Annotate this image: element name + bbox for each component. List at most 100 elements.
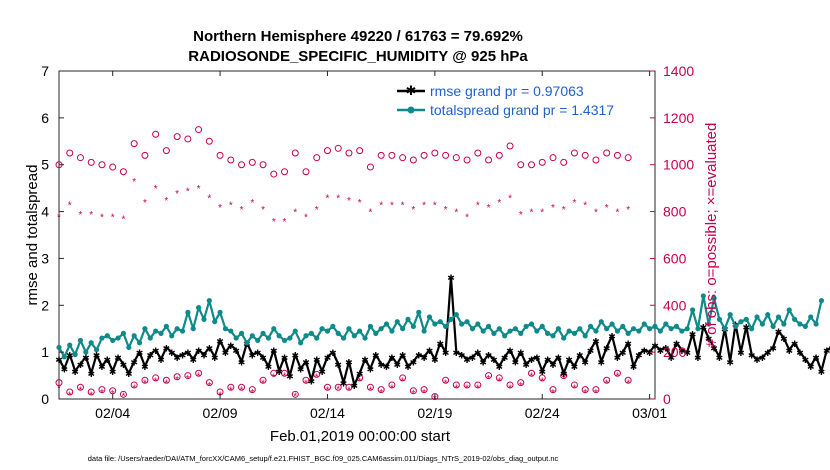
- totalspread-point: [496, 326, 502, 332]
- right-y-axis-label: # of obs: o=possible; ×=evaluated: [703, 123, 720, 348]
- rmse-point: ✱: [356, 369, 364, 379]
- rmse-point: ✱: [275, 367, 283, 377]
- right-tick-label: 1400: [663, 63, 694, 79]
- rmse-point: ✱: [700, 322, 708, 332]
- totalspread-point: [781, 321, 787, 327]
- obs-evaluated-point: *: [315, 373, 319, 384]
- totalspread-point: [550, 333, 556, 339]
- rmse-point: ✱: [673, 339, 681, 349]
- rmse-point: ✱: [211, 353, 219, 363]
- obs-evaluated-point: *: [143, 198, 147, 209]
- rmse-point: ✱: [640, 346, 648, 356]
- rmse-point: ✱: [571, 362, 579, 372]
- totalspread-point: [72, 351, 78, 358]
- obs-possible-point: [485, 156, 493, 164]
- totalspread-point: [652, 323, 658, 329]
- rmse-point: ✱: [592, 336, 600, 346]
- obs-possible-point: [624, 376, 632, 384]
- obs-evaluated-point: *: [497, 376, 501, 387]
- obs-possible-point: [474, 381, 482, 389]
- obs-evaluated-point: *: [336, 384, 340, 395]
- obs-possible-point: [399, 154, 407, 162]
- obs-possible-point: [442, 376, 450, 384]
- rmse-point: ✱: [775, 327, 783, 337]
- totalspread-point: [689, 307, 696, 313]
- obs-possible-point: [517, 161, 525, 169]
- rmse-point: ✱: [120, 360, 128, 370]
- obs-evaluated-point: *: [154, 376, 158, 387]
- obs-possible-point: [517, 379, 525, 387]
- obs-possible-point: [152, 374, 160, 382]
- obs-evaluated-point: *: [411, 389, 415, 400]
- rmse-point: ✱: [410, 358, 418, 368]
- rmse-point: ✱: [87, 369, 95, 379]
- obs-possible-point: [162, 147, 170, 155]
- totalspread-point: [265, 335, 272, 341]
- obs-evaluated-point: *: [583, 201, 587, 212]
- obs-evaluated-point: *: [358, 376, 362, 387]
- x-tick-label: 02/04: [95, 405, 130, 421]
- rmse-point: ✱: [614, 353, 622, 363]
- rmse-point: ✱: [351, 381, 359, 391]
- obs-evaluated-point: *: [111, 212, 115, 223]
- obs-evaluated-point: *: [229, 386, 233, 397]
- obs-possible-point: [334, 383, 342, 391]
- totalspread-point: [276, 333, 282, 339]
- rmse-point: ✱: [598, 358, 606, 368]
- totalspread-point: [163, 323, 169, 329]
- rmse-point: ✱: [179, 350, 187, 360]
- rmse-point: ✱: [249, 350, 257, 360]
- obs-evaluated-point: *: [250, 198, 254, 209]
- rmse-point: ✱: [828, 343, 830, 353]
- rmse-point: ✱: [538, 367, 546, 377]
- rmse-point: ✱: [136, 348, 144, 358]
- obs-possible-point: [603, 149, 611, 157]
- totalspread-point: [335, 330, 341, 336]
- totalspread-point: [77, 337, 84, 344]
- obs-evaluated-point: *: [164, 379, 168, 390]
- rmse-point: ✱: [453, 348, 461, 358]
- rmse-point: ✱: [345, 358, 353, 368]
- obs-possible-point: [76, 154, 84, 162]
- obs-possible-point: [366, 383, 374, 391]
- totalspread-point: [604, 326, 610, 332]
- obs-evaluated-point: *: [465, 212, 469, 223]
- obs-possible-point: [302, 168, 310, 176]
- totalspread-point: [179, 328, 186, 334]
- obs-possible-point: [538, 374, 546, 382]
- obs-possible-point: [431, 149, 439, 157]
- rmse-point: ✱: [479, 358, 487, 368]
- obs-possible-point: [442, 151, 450, 159]
- rmse-point: ✱: [603, 343, 611, 353]
- obs-possible-point: [291, 390, 299, 398]
- totalspread-point: [620, 323, 626, 329]
- rmse-point: ✱: [55, 355, 63, 365]
- rmse-point: ✱: [388, 353, 396, 363]
- obs-possible-point: [506, 381, 514, 389]
- rmse-point: ✱: [737, 348, 745, 358]
- obs-evaluated-point: *: [121, 215, 125, 226]
- totalspread-point: [534, 328, 540, 334]
- rmse-point: ✱: [200, 350, 208, 360]
- obs-evaluated-point: *: [551, 388, 555, 399]
- rmse-point: ✱: [764, 348, 772, 358]
- totalspread-point: [469, 326, 476, 332]
- right-tick-label: 800: [663, 204, 687, 220]
- obs-evaluated-point: *: [626, 379, 630, 390]
- totalspread-point: [647, 326, 653, 332]
- rmse-point: ✱: [195, 346, 203, 356]
- totalspread-point: [249, 333, 255, 339]
- totalspread-point: [110, 337, 116, 344]
- rmse-point: ✱: [651, 341, 659, 351]
- left-y-axis-ticks: 0 1 2 3 4 5 6 7: [41, 63, 64, 407]
- rmse-point: ✱: [576, 350, 584, 360]
- legend-rmse-label: rmse grand pr = 0.97063: [430, 83, 584, 99]
- obs-evaluated-point: *: [530, 372, 534, 383]
- obs-possible-point: [87, 388, 95, 396]
- rmse-point: ✱: [549, 360, 557, 370]
- obs-evaluated-point: *: [368, 208, 372, 219]
- x-axis-label: Feb.01,2019 00:00:00 start: [270, 428, 451, 445]
- obs-possible-point: [377, 151, 385, 159]
- totalspread-point: [83, 349, 89, 355]
